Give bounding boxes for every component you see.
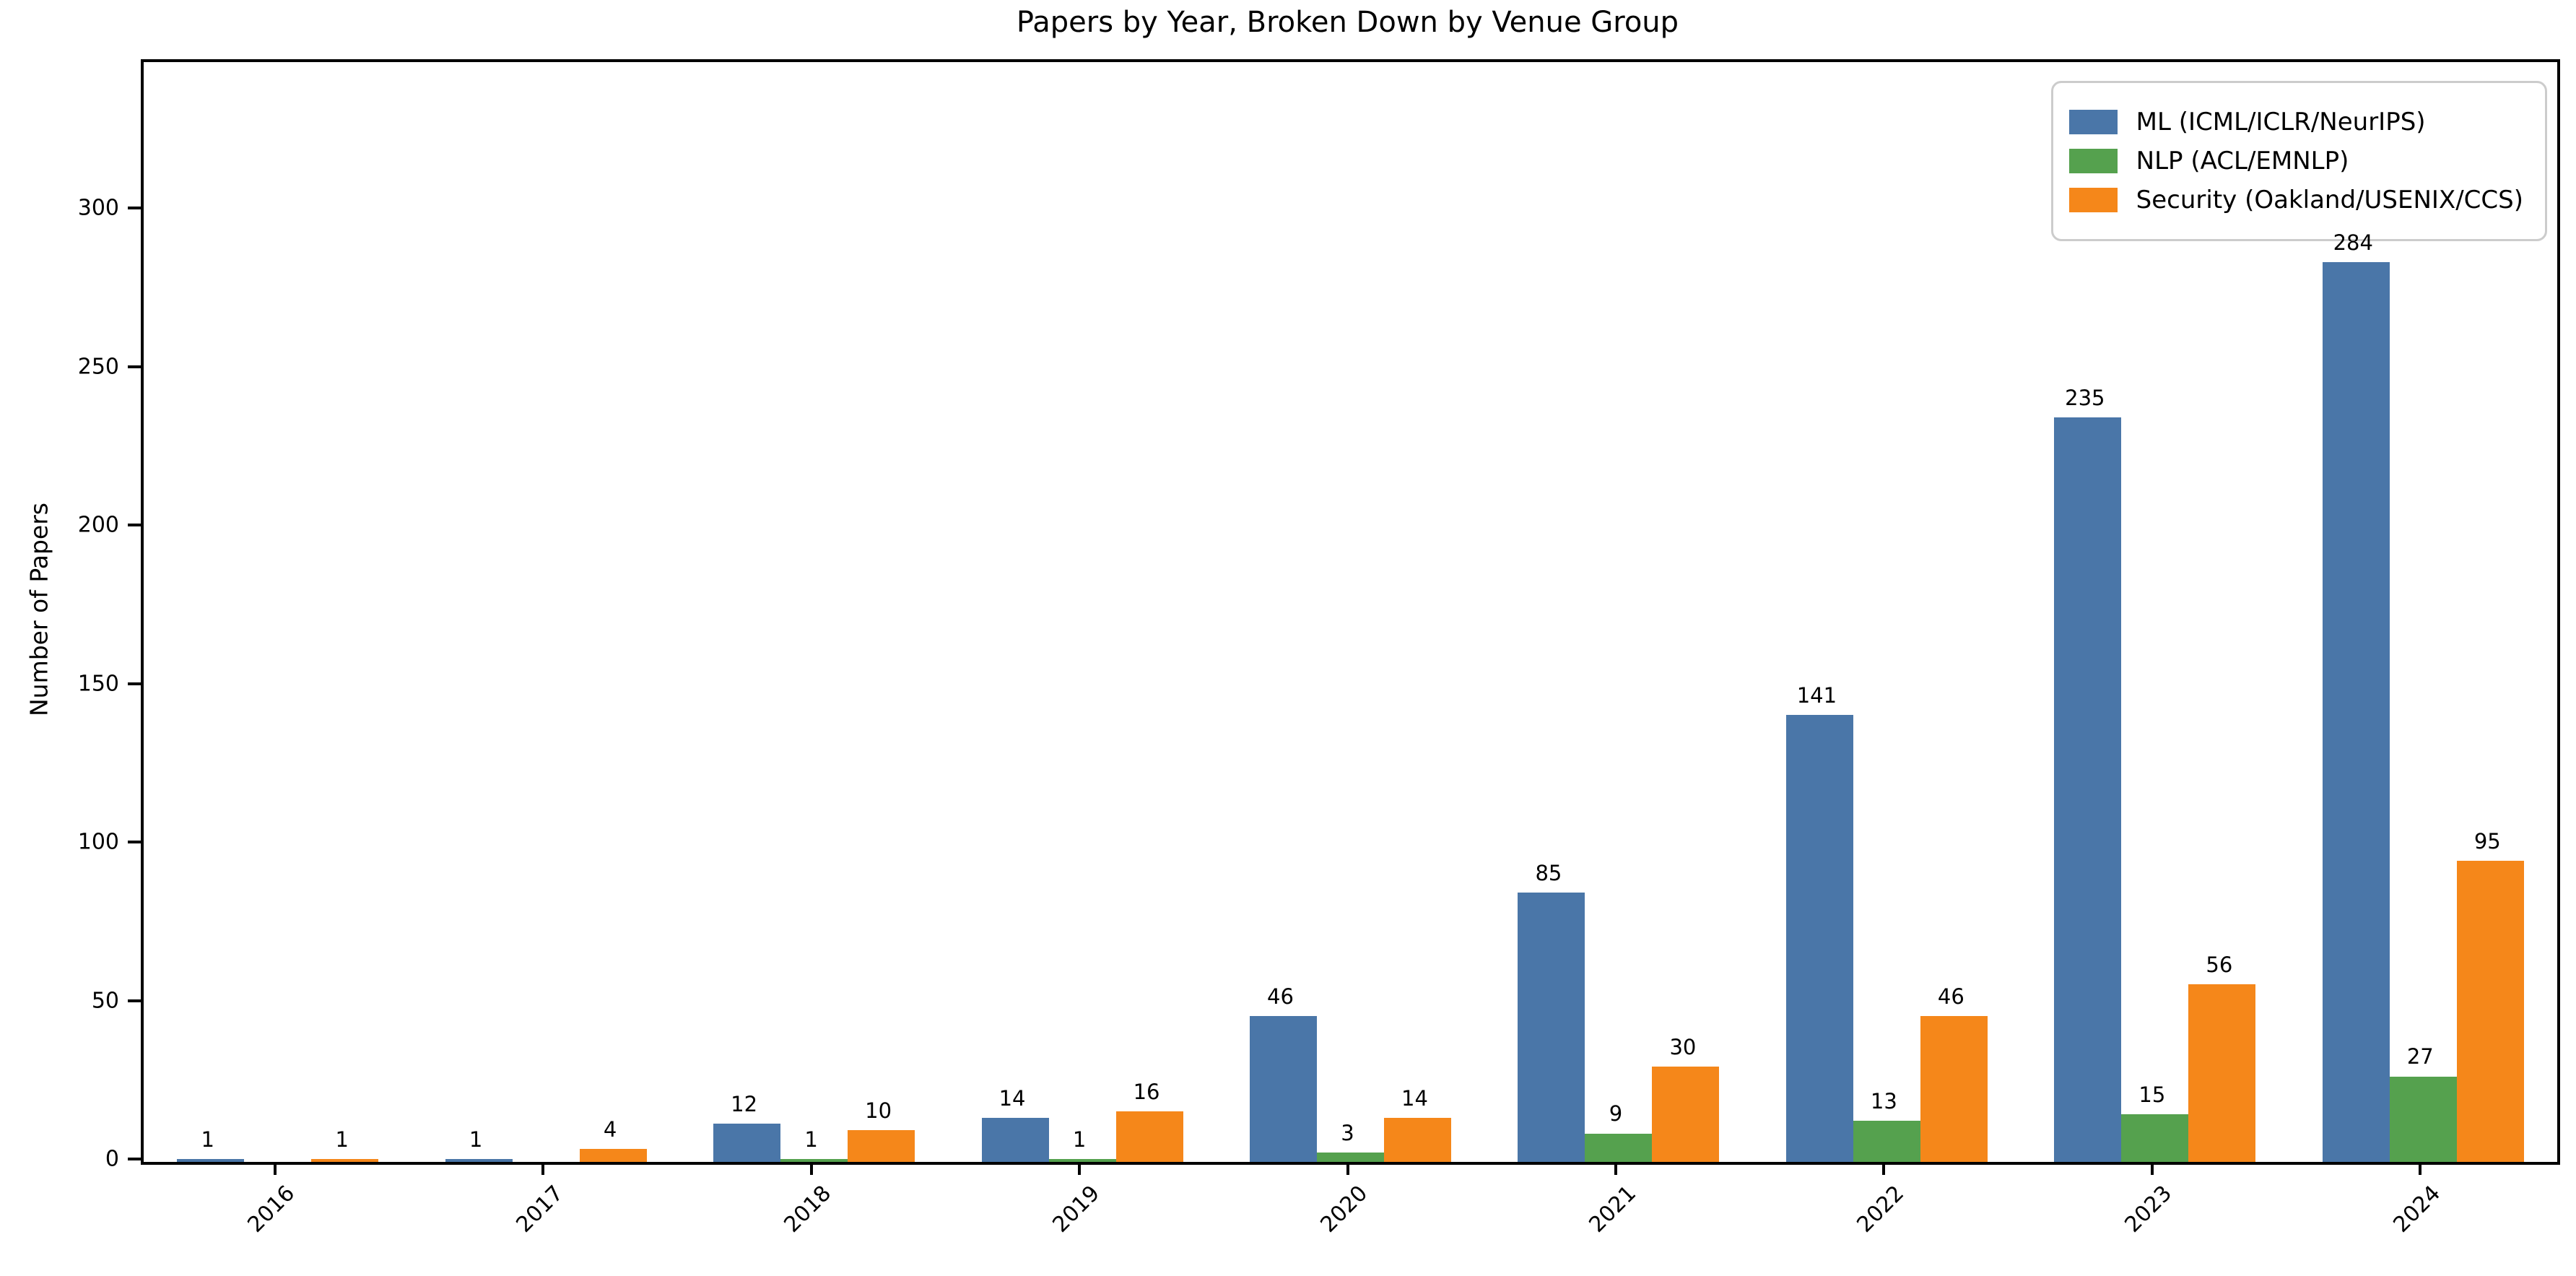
bar-value-label: 95: [2473, 829, 2501, 854]
y-tick-label: 100: [77, 829, 119, 855]
x-tick-mark: [541, 1162, 545, 1175]
x-tick-label: 2022: [1852, 1181, 1910, 1238]
bar-2017-series-0: [445, 1158, 513, 1162]
bar-value-label: 1: [1072, 1127, 1087, 1152]
legend-swatch-icon: [2068, 149, 2118, 173]
x-tick-mark: [1346, 1162, 1349, 1175]
y-tick-label: 50: [91, 988, 119, 1014]
legend-swatch-icon: [2068, 110, 2118, 134]
x-tick-mark: [2150, 1162, 2154, 1175]
bar-2023-series-2: [2188, 984, 2256, 1162]
bar-2019-series-2: [1115, 1111, 1183, 1162]
legend-label: NLP (ACL/EMNLP): [2136, 147, 2349, 175]
y-tick-label: 150: [77, 671, 119, 697]
bar-value-label: 46: [1267, 984, 1294, 1010]
bar-value-label: 85: [1535, 860, 1562, 885]
bar-value-label: 1: [469, 1127, 483, 1152]
bar-2022-series-0: [1785, 715, 1853, 1162]
x-tick-label: 2020: [1315, 1181, 1373, 1238]
y-tick-label: 0: [105, 1146, 119, 1172]
bar-value-label: 27: [2406, 1044, 2434, 1069]
bar-2021-series-0: [1518, 892, 1585, 1162]
bar-2023-series-1: [2121, 1114, 2189, 1162]
x-tick-mark: [809, 1162, 813, 1175]
legend-entry: NLP (ACL/EMNLP): [2068, 147, 2523, 175]
bar-value-label: 10: [865, 1098, 892, 1124]
x-tick-mark: [1882, 1162, 1886, 1175]
legend-label: Security (Oakland/USENIX/CCS): [2136, 186, 2523, 214]
x-tick-mark: [273, 1162, 277, 1175]
legend-entry: ML (ICML/ICLR/NeurIPS): [2068, 108, 2523, 136]
bar-value-label: 1: [201, 1127, 214, 1152]
bar-value-label: 4: [603, 1117, 617, 1142]
bar-value-label: 12: [731, 1092, 758, 1117]
bar-2020-series-1: [1317, 1152, 1384, 1162]
bar-value-label: 1: [804, 1127, 818, 1152]
y-axis-label: Number of Papers: [25, 502, 53, 717]
bar-value-label: 56: [2206, 952, 2233, 978]
legend-entry: Security (Oakland/USENIX/CCS): [2068, 186, 2523, 214]
x-tick-label: 2024: [2388, 1181, 2446, 1238]
bar-value-label: 3: [1341, 1120, 1354, 1145]
bar-value-label: 30: [1669, 1035, 1697, 1060]
bar-2017-series-2: [579, 1149, 647, 1162]
bar-2018-series-0: [713, 1124, 781, 1162]
bar-2020-series-0: [1250, 1016, 1317, 1162]
x-tick-label: 2019: [1048, 1181, 1105, 1238]
legend-label: ML (ICML/ICLR/NeurIPS): [2136, 108, 2426, 136]
plot-area: [141, 59, 2560, 1165]
bar-value-label: 9: [1609, 1101, 1623, 1127]
bar-value-label: 14: [1401, 1085, 1428, 1111]
chart-title: Papers by Year, Broken Down by Venue Gro…: [1016, 6, 1679, 39]
bar-2016-series-2: [311, 1158, 379, 1162]
bar-value-label: 16: [1133, 1079, 1160, 1104]
bar-2021-series-2: [1652, 1067, 1720, 1162]
y-tick-label: 250: [77, 354, 119, 380]
y-tick-mark: [128, 1158, 141, 1160]
bar-value-label: 284: [2333, 230, 2373, 255]
y-tick-mark: [128, 524, 141, 527]
y-tick-mark: [128, 682, 141, 685]
y-tick-mark: [128, 365, 141, 368]
x-tick-mark: [2419, 1162, 2422, 1175]
bar-2024-series-0: [2322, 261, 2390, 1162]
x-tick-mark: [1614, 1162, 1617, 1175]
y-tick-mark: [128, 207, 141, 210]
bar-value-label: 1: [335, 1127, 349, 1152]
y-tick-label: 300: [77, 195, 119, 221]
bar-2019-series-1: [1048, 1158, 1116, 1162]
bar-2018-series-1: [780, 1158, 848, 1162]
legend-swatch-icon: [2068, 188, 2118, 212]
x-tick-label: 2017: [511, 1181, 568, 1238]
bar-value-label: 235: [2065, 385, 2105, 410]
x-tick-mark: [1078, 1162, 1082, 1175]
bar-2024-series-1: [2389, 1076, 2457, 1162]
bar-value-label: 141: [1796, 683, 1837, 708]
x-tick-label: 2021: [1583, 1181, 1641, 1238]
bar-2022-series-1: [1853, 1120, 1920, 1162]
bar-value-label: 15: [2138, 1082, 2166, 1108]
y-tick-label: 200: [77, 512, 119, 538]
y-tick-mark: [128, 841, 141, 844]
bar-2020-series-2: [1384, 1117, 1451, 1162]
legend-box: ML (ICML/ICLR/NeurIPS) NLP (ACL/EMNLP) Sec…: [2050, 81, 2547, 241]
bar-value-label: 13: [1870, 1088, 1897, 1114]
y-tick-mark: [128, 999, 141, 1002]
x-tick-label: 2016: [243, 1181, 300, 1238]
bar-2019-series-0: [981, 1117, 1049, 1162]
x-tick-label: 2018: [779, 1181, 837, 1238]
bar-2021-series-1: [1585, 1133, 1653, 1162]
bar-2023-series-0: [2054, 417, 2122, 1162]
bar-2018-series-2: [848, 1130, 915, 1162]
bar-2022-series-2: [1920, 1016, 1988, 1162]
x-tick-label: 2023: [2120, 1181, 2177, 1238]
bar-2024-series-2: [2456, 861, 2524, 1162]
bar-value-label: 14: [998, 1085, 1026, 1111]
bar-value-label: 46: [1937, 984, 1964, 1010]
bar-2016-series-0: [177, 1158, 245, 1162]
